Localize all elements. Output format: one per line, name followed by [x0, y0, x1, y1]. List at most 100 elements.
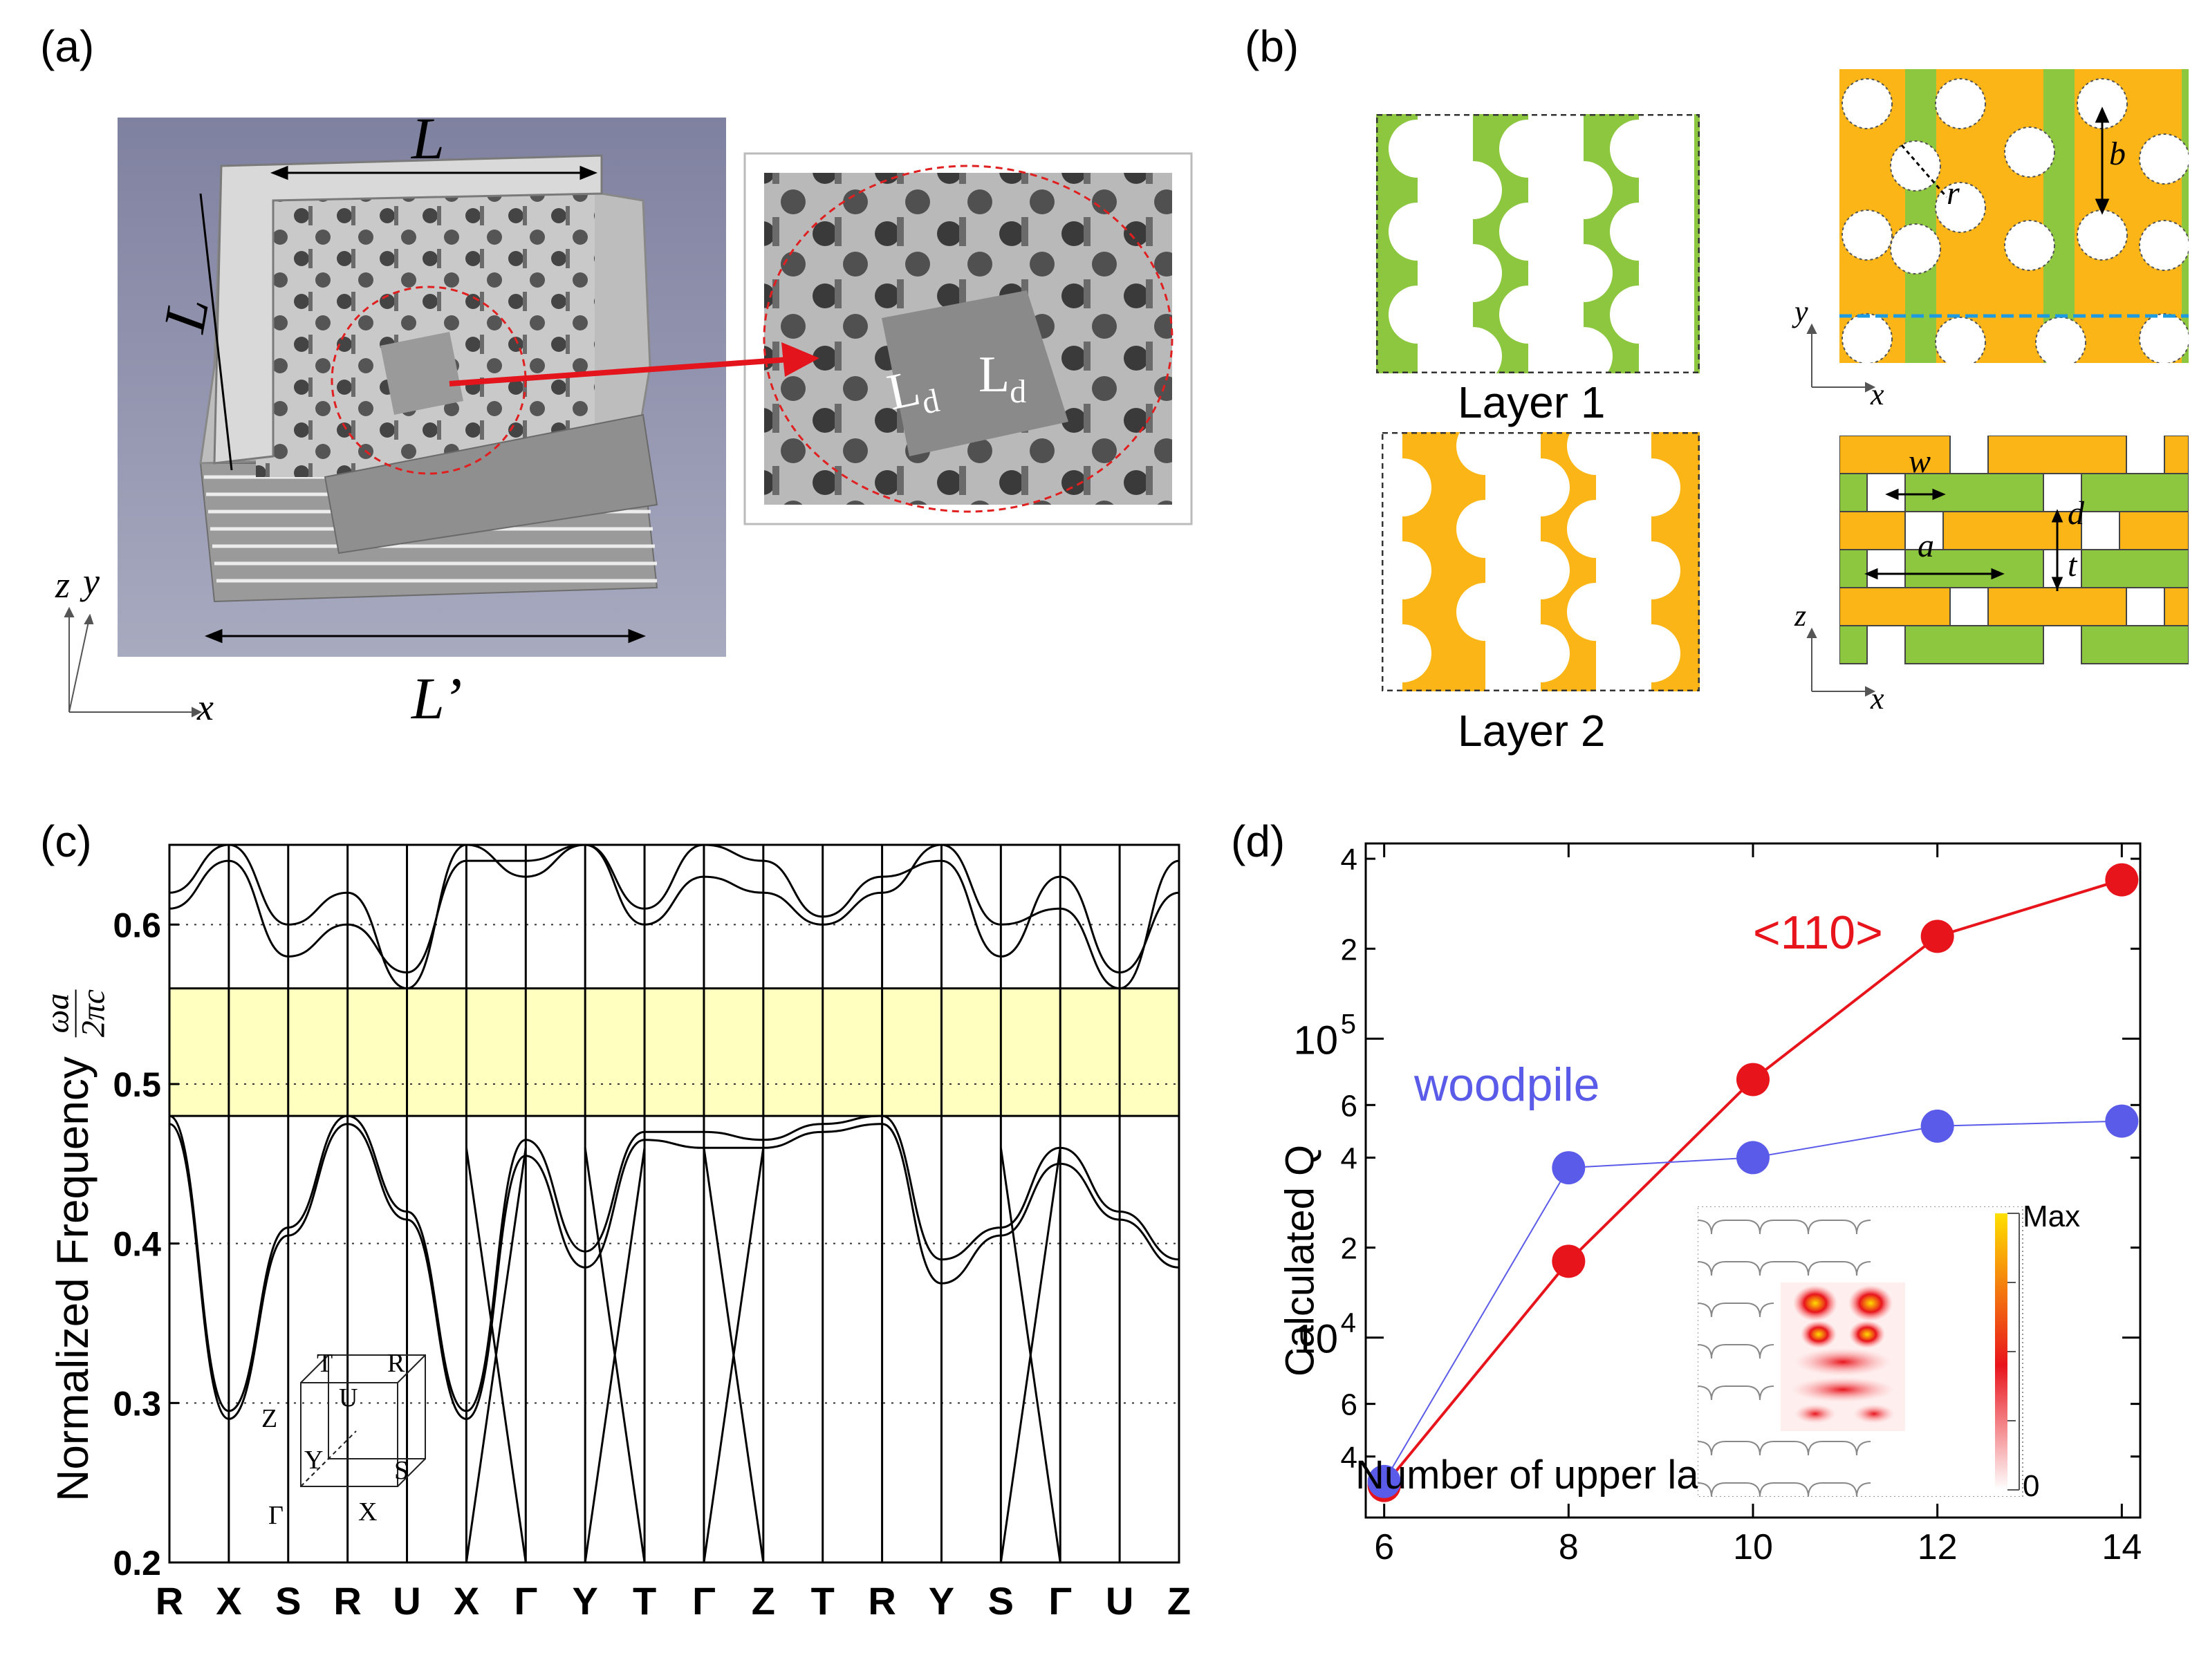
- data-point-woodpile: [1367, 1464, 1401, 1498]
- panel-a-zoom-inset: [743, 152, 1193, 525]
- data-point-110: [1736, 1063, 1770, 1096]
- c-ytick-label: 0.6: [113, 906, 161, 944]
- bz-U: U: [339, 1383, 358, 1412]
- axis-y-label: y: [83, 561, 100, 602]
- k-path-label: R: [156, 1579, 183, 1623]
- panel-a-3d-structure: [118, 118, 726, 657]
- annotation-110: <110>: [1753, 906, 1883, 959]
- band-curve: [999, 1148, 1061, 1563]
- colorbar-min: 0: [2023, 1469, 2040, 1503]
- data-point-woodpile: [1552, 1151, 1586, 1185]
- d-ytick-minor-label: 4: [1341, 1141, 1357, 1175]
- zoom-arrow: [449, 342, 819, 386]
- d-xtick-label: 8: [1559, 1527, 1579, 1567]
- k-path-label: Z: [1167, 1579, 1191, 1623]
- layer-1-caption: Layer 1: [1458, 377, 1606, 427]
- c-ytick-label: 0.2: [113, 1544, 161, 1583]
- k-path-label: Γ: [1048, 1579, 1072, 1623]
- Ld-2-sub: d: [1010, 373, 1027, 410]
- d-ytick-major-label: 10: [1293, 1018, 1338, 1063]
- k-path-label: X: [454, 1579, 479, 1623]
- cross-section-axes: [1806, 627, 1876, 697]
- cross-section-diagram: [1839, 436, 2189, 671]
- colorbar-max: Max: [2023, 1200, 2081, 1233]
- k-path-label: R: [333, 1579, 361, 1623]
- k-path-label: T: [633, 1579, 656, 1623]
- axis-bot-x: x: [1871, 682, 1884, 716]
- band-curve: [169, 1114, 1180, 1412]
- axis-z-label: z: [55, 564, 71, 606]
- data-point-woodpile: [1920, 1109, 1954, 1143]
- bz-Y: Y: [304, 1446, 324, 1475]
- d-ytick-major-exp: 4: [1341, 1308, 1356, 1338]
- data-point-110: [2105, 863, 2139, 897]
- dim-L-prime: L’: [411, 665, 463, 731]
- c-plot-frame: [168, 843, 1180, 1564]
- d-ytick-minor-label: 6: [1341, 1388, 1357, 1422]
- band-curve: [703, 1148, 765, 1563]
- bz-T: T: [317, 1349, 333, 1378]
- panel-a-label: (a): [40, 21, 95, 71]
- label-b: b: [2109, 136, 2126, 172]
- band-gap-region: [169, 988, 1179, 1117]
- d-ytick-minor-label: 4: [1341, 1441, 1357, 1475]
- band-curve: [584, 1148, 646, 1563]
- k-path-label: Y: [929, 1579, 954, 1623]
- label-w: w: [1909, 443, 1931, 480]
- band-curve: [169, 843, 1180, 974]
- label-t: t: [2068, 547, 2077, 584]
- k-path-label: S: [275, 1579, 301, 1623]
- c-ytick-label: 0.4: [113, 1225, 161, 1264]
- annotation-woodpile: woodpile: [1414, 1058, 1600, 1111]
- brillouin-zone-inset: [300, 1354, 426, 1487]
- d-ytick-minor-label: 2: [1341, 1232, 1357, 1266]
- data-point-110: [1920, 920, 1954, 953]
- d-ytick-minor-label: 4: [1341, 843, 1357, 877]
- k-path-label: U: [393, 1579, 420, 1623]
- bz-R: R: [387, 1349, 405, 1378]
- k-path-label: Γ: [692, 1579, 716, 1623]
- band-curve: [169, 1123, 1180, 1420]
- d-ytick-major-label: 10: [1293, 1317, 1338, 1362]
- label-d: d: [2068, 495, 2084, 532]
- k-path-label: T: [811, 1579, 835, 1623]
- dim-L-top: L: [411, 105, 445, 171]
- data-point-110: [1552, 1244, 1586, 1278]
- colorbar: [1995, 1213, 2020, 1491]
- dim-Ld-2: Ld: [978, 346, 1027, 410]
- k-path-label: S: [988, 1579, 1014, 1623]
- d-ytick-minor-label: 2: [1341, 933, 1357, 967]
- d-xtick-label: 12: [1918, 1527, 1958, 1567]
- d-xtick-label: 14: [2102, 1527, 2142, 1567]
- d-xtick-label: 10: [1733, 1527, 1773, 1567]
- d-ylabel-text: Calculated Q: [1277, 1144, 1323, 1377]
- bz-Z: Z: [261, 1404, 278, 1433]
- layer-2-diagram: [1382, 432, 1700, 691]
- axis-top-y: y: [1794, 295, 1808, 328]
- d-xtick-label: 6: [1374, 1527, 1394, 1567]
- band-diagram-chart: R X S R U X Γ Y T Γ Z T R Y S Γ U Z0.20.30.40.50.6: [113, 843, 1191, 1623]
- panel-d-label: (d): [1231, 816, 1286, 866]
- label-r: r: [1947, 175, 1960, 212]
- axis-x-label: x: [197, 687, 214, 728]
- panel-b-label: (b): [1245, 21, 1299, 71]
- k-path-label: Z: [752, 1579, 775, 1623]
- layer-1-diagram: [1376, 114, 1700, 373]
- axis-bot-z: z: [1794, 599, 1807, 633]
- k-path-label: U: [1106, 1579, 1133, 1623]
- bz-X: X: [358, 1497, 378, 1527]
- data-point-woodpile: [1736, 1141, 1770, 1175]
- k-path-label: Y: [572, 1579, 597, 1623]
- axis-top-x: x: [1871, 377, 1884, 411]
- data-point-woodpile: [2105, 1104, 2139, 1138]
- layer-2-caption: Layer 2: [1458, 706, 1606, 756]
- k-path-label: X: [216, 1579, 241, 1623]
- panel-c-label: (c): [40, 816, 92, 866]
- d-ytick-major-exp: 5: [1341, 1009, 1356, 1039]
- k-path-label: R: [868, 1579, 896, 1623]
- c-ytick-label: 0.3: [113, 1384, 161, 1423]
- top-view-axes: [1806, 323, 1876, 393]
- d-ytick-minor-label: 6: [1341, 1089, 1357, 1123]
- bz-S: S: [394, 1456, 409, 1485]
